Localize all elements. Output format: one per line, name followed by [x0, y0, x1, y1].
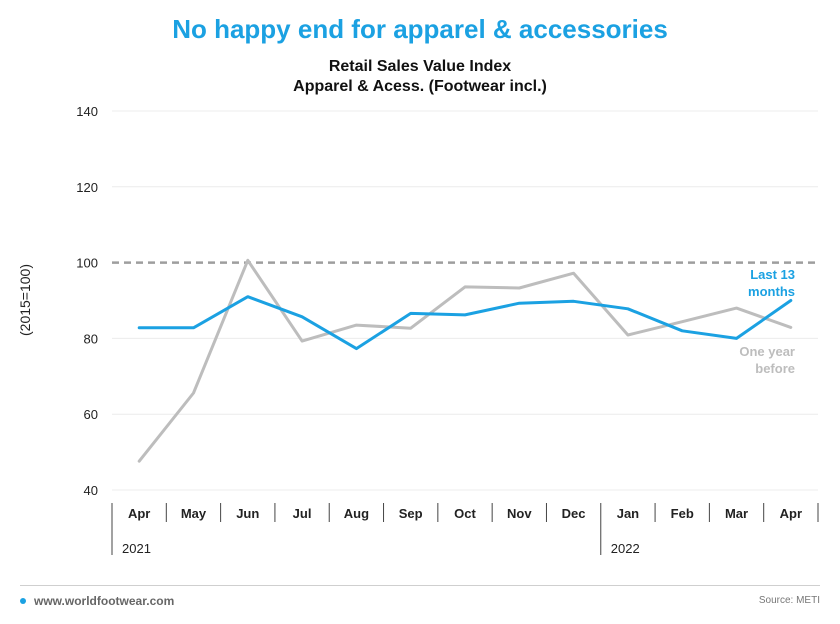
y-tick-label: 120	[76, 180, 98, 195]
bullet-icon	[20, 597, 26, 604]
x-tick-label: Feb	[671, 506, 694, 521]
series-line-one-year-before	[137, 258, 793, 463]
x-tick-label: Nov	[507, 506, 532, 521]
x-tick-label: May	[181, 506, 207, 521]
headline: No happy end for apparel & accessories	[172, 14, 668, 44]
chart-title: Retail Sales Value Index	[328, 58, 512, 75]
x-tick-label: Oct	[454, 506, 476, 521]
x-tick-label: Jul	[293, 506, 312, 521]
x-tick-label: Mar	[725, 506, 748, 521]
footer-website[interactable]: www.worldfootwear.com	[20, 594, 174, 608]
x-tick-label: Apr	[780, 506, 802, 521]
x-tick-label: Aug	[344, 506, 369, 521]
website-link[interactable]: www.worldfootwear.com	[34, 594, 175, 608]
year-label: 2021	[122, 541, 151, 556]
series-line-last-13-months	[137, 295, 793, 351]
footer-divider	[20, 585, 820, 586]
y-axis-label: (2015=100)	[17, 264, 33, 336]
x-tick-label: Dec	[562, 506, 586, 521]
source-note: Source: METI	[758, 595, 820, 606]
series-label-last-13-months: Last 13 months	[748, 267, 795, 299]
y-tick-label: 140	[76, 104, 98, 119]
y-tick-label: 60	[84, 407, 98, 422]
y-tick-label: 40	[84, 483, 98, 498]
x-tick-label: Jun	[236, 506, 259, 521]
line-chart: 40 60 80 100 120 140 (2015=100) Apr May Jun Jul Aug…	[17, 104, 819, 556]
x-tick-label: Sep	[399, 506, 423, 521]
year-label: 2022	[611, 541, 640, 556]
y-tick-label: 100	[76, 256, 98, 271]
x-tick-label: Apr	[128, 506, 150, 521]
x-tick-label: Jan	[617, 506, 639, 521]
series-label-one-year-before: One year before	[739, 344, 795, 376]
chart-subtitle: Apparel & Acess. (Footwear incl.)	[293, 78, 547, 95]
y-tick-label: 80	[84, 331, 98, 346]
